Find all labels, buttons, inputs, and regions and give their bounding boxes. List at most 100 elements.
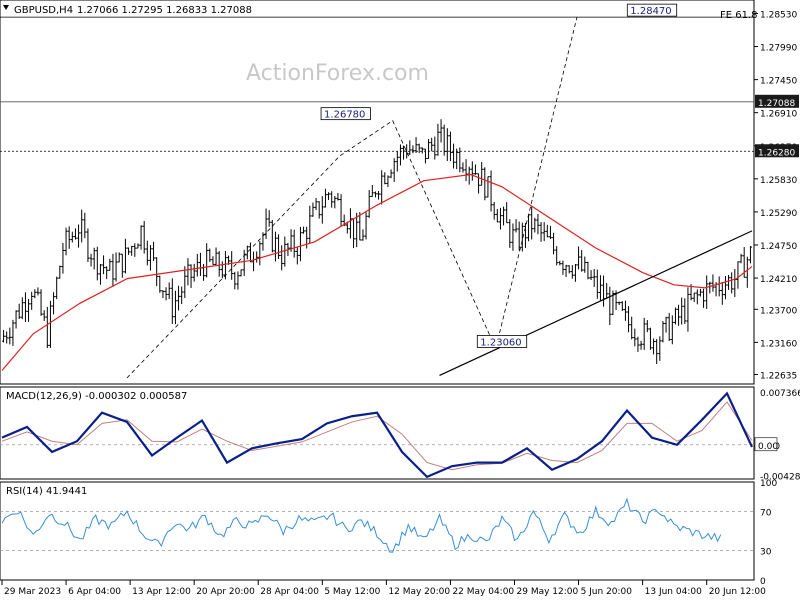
ohlc-bar xyxy=(648,327,652,350)
ohlc-bar xyxy=(320,196,324,224)
price-labels-layer: 1.26780 1.23060 1.28470 xyxy=(320,3,678,348)
ohlc-bar xyxy=(73,228,77,240)
price-label-text: 1.26780 xyxy=(324,110,365,121)
ohlc-bar xyxy=(17,303,21,319)
ohlc-bar xyxy=(548,225,552,239)
ohlc-bar xyxy=(211,256,215,265)
ohlc-bar xyxy=(183,266,187,299)
ohlc-bar xyxy=(295,247,299,265)
ohlc-bar xyxy=(302,226,306,234)
ohlc-bar xyxy=(505,202,509,224)
ohlc-bar xyxy=(539,222,543,242)
ohlc-bar xyxy=(270,219,274,253)
ohlc-bar xyxy=(23,292,27,322)
ohlc-bar xyxy=(67,226,71,249)
ohlc-bar xyxy=(723,275,727,300)
ohlc-bar xyxy=(692,292,696,303)
ohlc-bar xyxy=(280,245,284,271)
ohlc-bar xyxy=(273,231,277,262)
ohlc-bar xyxy=(352,218,356,249)
ohlc-bar xyxy=(130,245,134,256)
ohlc-bar xyxy=(158,275,162,293)
ohlc-bar xyxy=(123,238,127,274)
ohlc-bar xyxy=(623,300,627,321)
ohlc-bar xyxy=(511,223,515,251)
ohlc-bar xyxy=(152,241,156,261)
ohlc-bar xyxy=(673,307,677,325)
ohlc-bar xyxy=(277,234,281,259)
ohlc-bar xyxy=(220,261,224,279)
ohlc-bar xyxy=(161,290,165,299)
ohlc-bar xyxy=(108,258,112,271)
ohlc-bar xyxy=(677,304,681,326)
ohlc-bar xyxy=(45,306,49,348)
time-axis-label: 29 May 12:00 xyxy=(517,587,579,597)
time-axis-label: 22 May 04:00 xyxy=(452,587,514,597)
ohlc-bar xyxy=(173,290,177,325)
ohlc-bar xyxy=(377,190,381,200)
ohlc-bar xyxy=(461,162,465,173)
ohlc-bar xyxy=(86,228,90,263)
ohlc-bar xyxy=(608,286,612,326)
trendline-layer xyxy=(126,17,753,379)
ohlc-bar xyxy=(148,245,152,271)
ohlc-bar xyxy=(136,243,140,249)
ohlc-bar xyxy=(292,229,296,258)
chart-header-ohlc: 1.27066 1.27295 1.26833 1.27088 xyxy=(77,5,252,16)
ohlc-bar xyxy=(345,221,349,234)
ohlc-bar xyxy=(439,119,443,143)
ohlc-bar xyxy=(545,224,549,238)
ohlc-bar xyxy=(189,264,193,288)
ohlc-bar xyxy=(555,246,559,266)
ohlc-bar xyxy=(367,189,371,218)
ohlc-bar xyxy=(561,260,565,275)
ohlc-bar xyxy=(473,164,477,175)
ohlc-bar xyxy=(736,261,740,289)
ohlc-bar xyxy=(711,274,715,292)
ohlc-bar xyxy=(455,148,459,170)
ohlc-bar xyxy=(289,229,293,252)
ohlc-bar xyxy=(392,158,396,182)
ohlc-bar xyxy=(264,208,268,239)
ohlc-bar xyxy=(720,281,724,305)
ohlc-bar xyxy=(508,219,512,248)
ohlc-bar xyxy=(27,298,31,322)
ohlc-bar xyxy=(670,315,674,345)
ohlc-bar xyxy=(658,336,662,361)
ohlc-bar xyxy=(120,253,124,278)
ohlc-bar xyxy=(364,212,368,240)
ohlc-bar xyxy=(592,268,596,287)
ohlc-bar xyxy=(142,220,146,254)
macd-title: MACD(12,26,9) -0.000302 0.000587 xyxy=(6,391,187,402)
ohlc-bar xyxy=(255,251,259,263)
time-axis-label: 13 Jun 04:00 xyxy=(645,587,702,597)
ohlc-bar xyxy=(398,144,402,166)
ohlc-bar xyxy=(2,330,6,343)
ohlc-bar xyxy=(48,300,52,348)
ohlc-bar xyxy=(317,201,321,219)
ohlc-bar xyxy=(452,143,456,169)
ohlc-bar xyxy=(311,202,315,217)
ohlc-bar xyxy=(427,139,431,159)
macd-layer: 0.0073660.00-0.0042860.00 xyxy=(0,389,800,482)
price-bars xyxy=(2,119,752,365)
price-label-high2: 1.28470 xyxy=(626,3,678,17)
price-axis-label: 1.24210 xyxy=(760,275,797,285)
chart-header-symbol: GBPUSD,H4 xyxy=(14,5,73,16)
ohlc-bar xyxy=(420,147,424,154)
ohlc-bar xyxy=(252,251,256,272)
ohlc-bar xyxy=(195,253,199,277)
ohlc-bar xyxy=(361,229,365,241)
ohlc-bar xyxy=(523,222,527,248)
ohlc-bar xyxy=(748,246,752,264)
ohlc-bar xyxy=(717,276,721,297)
ohlc-bar xyxy=(314,198,318,211)
ohlc-bar xyxy=(467,166,471,185)
ohlc-bar xyxy=(92,247,96,270)
ohlc-bar xyxy=(205,243,209,278)
ohlc-bar xyxy=(167,282,171,300)
price-label-box xyxy=(320,107,371,121)
ohlc-bar xyxy=(145,240,149,266)
ohlc-bar xyxy=(633,328,637,347)
